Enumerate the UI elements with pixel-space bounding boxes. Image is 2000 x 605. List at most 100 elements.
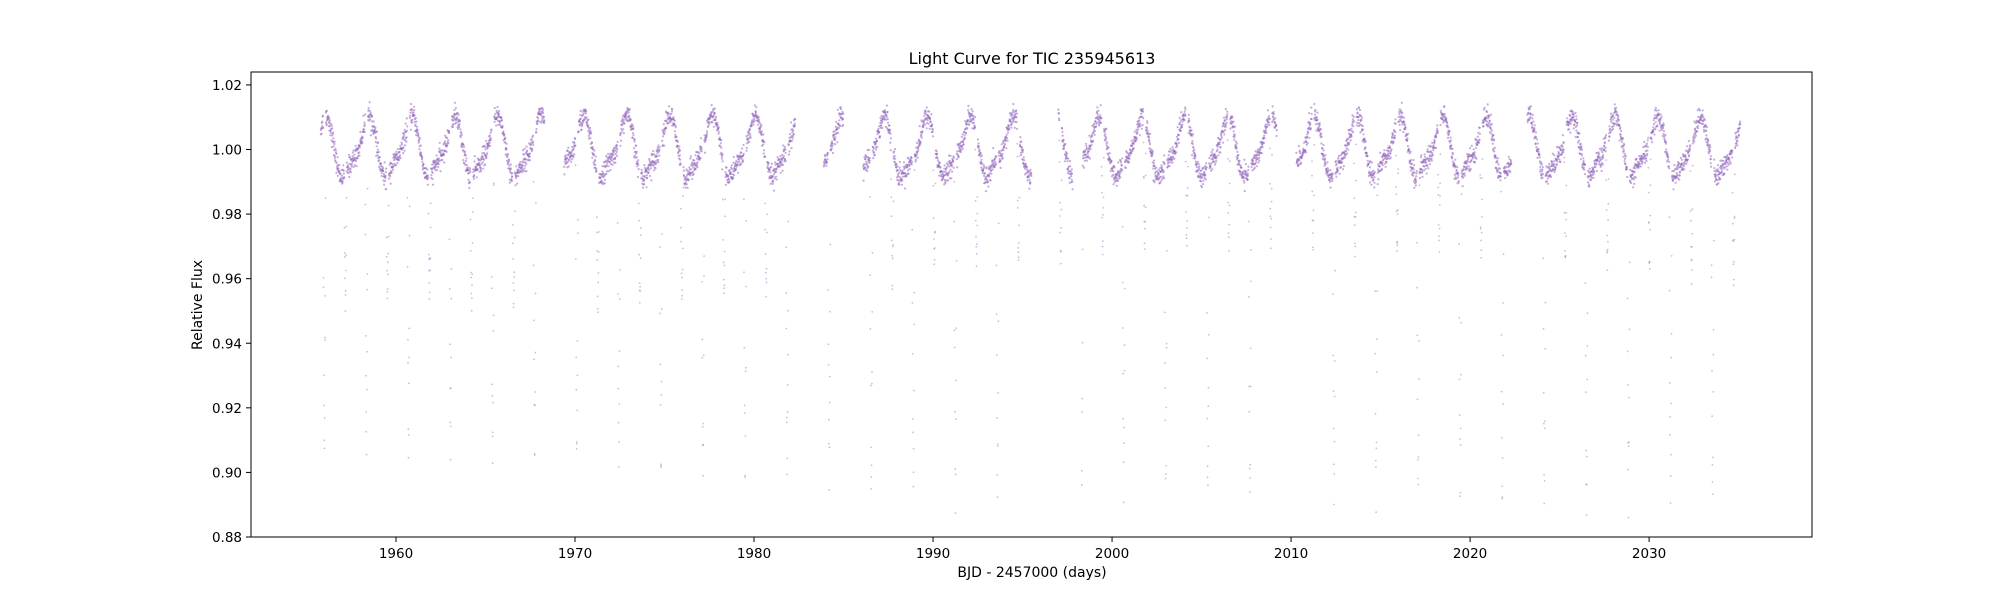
data-point xyxy=(1355,143,1358,146)
data-point xyxy=(999,159,1002,162)
data-point xyxy=(1176,126,1179,129)
data-point xyxy=(1398,113,1401,116)
data-point xyxy=(632,127,635,130)
data-point xyxy=(1396,250,1398,253)
data-point xyxy=(350,163,353,166)
data-point xyxy=(363,130,366,134)
data-point xyxy=(1272,110,1275,114)
data-point xyxy=(1112,183,1115,186)
data-point xyxy=(378,155,381,159)
data-point xyxy=(893,150,896,153)
data-point xyxy=(1418,378,1420,380)
data-point xyxy=(977,142,980,145)
data-point xyxy=(1296,161,1299,164)
data-point xyxy=(866,169,869,173)
data-point xyxy=(616,140,619,143)
data-point xyxy=(1507,155,1510,158)
data-point xyxy=(1019,136,1022,139)
data-point xyxy=(1428,160,1431,163)
data-point xyxy=(1406,137,1409,140)
data-point xyxy=(1117,161,1120,164)
data-point xyxy=(1308,112,1311,115)
data-point xyxy=(1252,159,1255,162)
data-point xyxy=(1107,146,1110,149)
data-point xyxy=(1070,172,1074,175)
data-point xyxy=(1092,122,1096,125)
data-point xyxy=(446,136,449,139)
data-point xyxy=(1102,196,1105,199)
data-point xyxy=(488,144,492,147)
data-point xyxy=(1436,127,1439,130)
data-point xyxy=(873,153,876,156)
data-point xyxy=(1481,177,1484,180)
data-point xyxy=(944,182,947,185)
data-point xyxy=(1446,124,1449,127)
data-point xyxy=(1349,139,1352,142)
data-point xyxy=(1305,151,1308,154)
data-point xyxy=(949,154,952,157)
data-point xyxy=(405,129,408,132)
data-point xyxy=(1334,269,1336,272)
data-point xyxy=(1216,148,1219,151)
data-point xyxy=(400,143,403,146)
data-point xyxy=(1381,161,1384,164)
data-point xyxy=(694,154,697,157)
data-point xyxy=(773,177,777,180)
data-point xyxy=(1473,151,1476,154)
data-point xyxy=(394,164,397,167)
data-point xyxy=(1008,128,1011,131)
data-point xyxy=(891,288,894,291)
data-point xyxy=(1058,139,1061,142)
data-point xyxy=(1373,176,1376,179)
data-point xyxy=(682,169,686,172)
data-point xyxy=(893,160,896,164)
data-point xyxy=(701,425,704,428)
data-point xyxy=(340,174,343,177)
data-point xyxy=(1164,387,1167,389)
data-point xyxy=(342,169,345,172)
data-point xyxy=(365,411,368,413)
data-point xyxy=(689,155,693,158)
data-point xyxy=(1459,495,1461,498)
data-point xyxy=(513,289,515,292)
data-point xyxy=(1376,183,1379,186)
data-point xyxy=(331,131,335,134)
data-point xyxy=(956,166,959,169)
data-point xyxy=(344,294,347,296)
data-point xyxy=(1185,234,1188,236)
data-point xyxy=(898,160,902,164)
data-point xyxy=(1332,463,1335,466)
data-point xyxy=(736,161,739,164)
data-point xyxy=(1421,175,1424,178)
data-point xyxy=(409,128,412,131)
data-point xyxy=(437,165,440,169)
data-point xyxy=(717,126,720,129)
data-point xyxy=(1355,179,1357,182)
data-point xyxy=(1092,139,1095,142)
data-point xyxy=(1376,194,1379,197)
data-point xyxy=(628,114,631,117)
data-point xyxy=(595,216,598,219)
data-point xyxy=(380,162,383,165)
data-point xyxy=(922,125,925,128)
data-point xyxy=(643,179,646,182)
data-point xyxy=(398,150,401,153)
data-point xyxy=(448,238,451,241)
data-point xyxy=(1146,129,1149,132)
data-point xyxy=(1209,166,1212,169)
data-point xyxy=(654,167,657,170)
data-point xyxy=(421,156,424,159)
data-point xyxy=(431,177,434,181)
data-point xyxy=(1439,123,1442,127)
data-point xyxy=(1268,117,1271,120)
data-point xyxy=(911,302,914,304)
data-point xyxy=(1417,434,1420,437)
data-point xyxy=(573,153,576,156)
data-point xyxy=(476,168,479,171)
data-point xyxy=(1476,135,1479,138)
data-point xyxy=(1481,198,1483,201)
data-point xyxy=(523,153,526,156)
data-point xyxy=(743,198,745,201)
data-point xyxy=(762,143,765,146)
data-point xyxy=(718,136,721,139)
